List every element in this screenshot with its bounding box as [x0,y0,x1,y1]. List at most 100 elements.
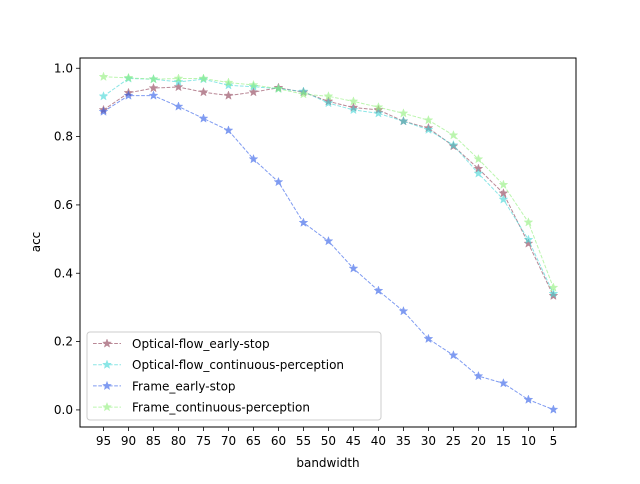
data-point [123,72,134,83]
legend: Optical-flow_early-stop Optical-flow_cont… [86,331,382,421]
x-axis-ticks: 95 90 85 80 75 70 65 60 55 50 45 40 35 30 25 20 15 10 5 [96,427,557,448]
x-tick-label: 10 [521,434,536,448]
x-tick-label: 5 [550,434,558,448]
series-4 [98,71,559,292]
legend-label: Optical-flow_early-stop [132,337,270,351]
x-tick-label: 85 [146,434,161,448]
x-tick-label: 55 [296,434,311,448]
y-tick-label: 1.0 [54,61,73,75]
x-tick-label: 35 [396,434,411,448]
data-point [173,101,184,111]
data-point [248,153,259,164]
data-point [473,153,484,164]
data-point [223,90,234,100]
data-point [548,282,559,292]
x-tick-label: 25 [446,434,461,448]
data-point [448,130,459,140]
data-point [323,235,334,246]
x-tick-label: 15 [496,434,511,448]
x-tick-label: 60 [271,434,286,448]
series-3 [98,90,559,414]
x-tick-label: 45 [346,434,361,448]
data-point [198,86,209,97]
data-point [348,96,359,106]
legend-entry: Optical-flow_early-stop [93,337,270,351]
data-point [548,404,559,414]
y-tick-label: 0.0 [54,403,73,417]
legend-entry: Frame_early-stop [93,379,236,393]
legend-marker [102,401,112,412]
legend-entry: Optical-flow_continuous-perception [93,358,344,372]
legend-swatch [93,401,121,412]
data-point [323,91,334,101]
data-point [223,77,234,87]
data-point [498,179,509,189]
data-point [448,350,459,360]
data-point [498,194,509,204]
legend-label: Optical-flow_continuous-perception [132,358,344,372]
data-point [173,73,184,83]
data-point [273,176,284,187]
data-point [348,104,359,115]
data-point [348,263,359,273]
data-point [473,370,484,381]
data-point [523,234,534,244]
data-point [223,125,234,135]
data-point [423,124,434,134]
legend-swatch [93,380,121,391]
data-point [523,238,534,248]
y-tick-label: 0.8 [54,130,73,144]
y-tick-label: 0.6 [54,198,73,212]
x-tick-label: 30 [421,434,436,448]
x-tick-label: 50 [321,434,336,448]
x-tick-label: 75 [196,434,211,448]
data-point [148,73,159,84]
data-point [148,82,159,93]
data-point [448,139,459,150]
y-axis-ticks: 0.0 0.2 0.4 0.6 0.8 1.0 [54,61,80,417]
x-tick-label: 90 [121,434,136,448]
legend-swatch [93,359,121,369]
x-tick-label: 65 [246,434,261,448]
data-point [398,108,409,118]
data-point [523,394,534,404]
data-point [248,86,259,97]
data-point [298,89,309,99]
legend-marker [102,380,112,391]
y-tick-label: 0.4 [54,266,73,280]
data-point [398,305,409,316]
data-point [373,101,384,112]
data-point [98,106,109,116]
data-point [198,73,209,83]
data-point [273,83,284,93]
x-tick-label: 40 [371,434,386,448]
data-point [423,114,434,125]
data-point [123,90,134,100]
data-point [323,97,334,108]
x-tick-label: 20 [471,434,486,448]
data-point [98,91,109,101]
plot-frame [79,57,577,428]
legend-marker [102,338,112,348]
data-point [398,115,409,126]
data-point [173,76,184,87]
data-point [198,113,209,123]
legend-box [86,331,382,421]
series-layer [98,71,559,414]
data-point [498,378,509,388]
data-point [148,90,159,100]
y-tick-label: 0.2 [54,335,73,349]
data-point [98,71,109,82]
legend-entry: Frame_continuous-perception [93,401,310,415]
data-point [298,217,309,227]
x-tick-label: 95 [96,434,111,448]
x-tick-label: 70 [221,434,236,448]
x-tick-label: 80 [171,434,186,448]
data-point [248,79,259,90]
data-point [373,108,384,118]
data-point [423,333,434,344]
legend-swatch [93,338,121,348]
y-axis-label: acc [29,232,43,253]
data-point [173,81,184,92]
